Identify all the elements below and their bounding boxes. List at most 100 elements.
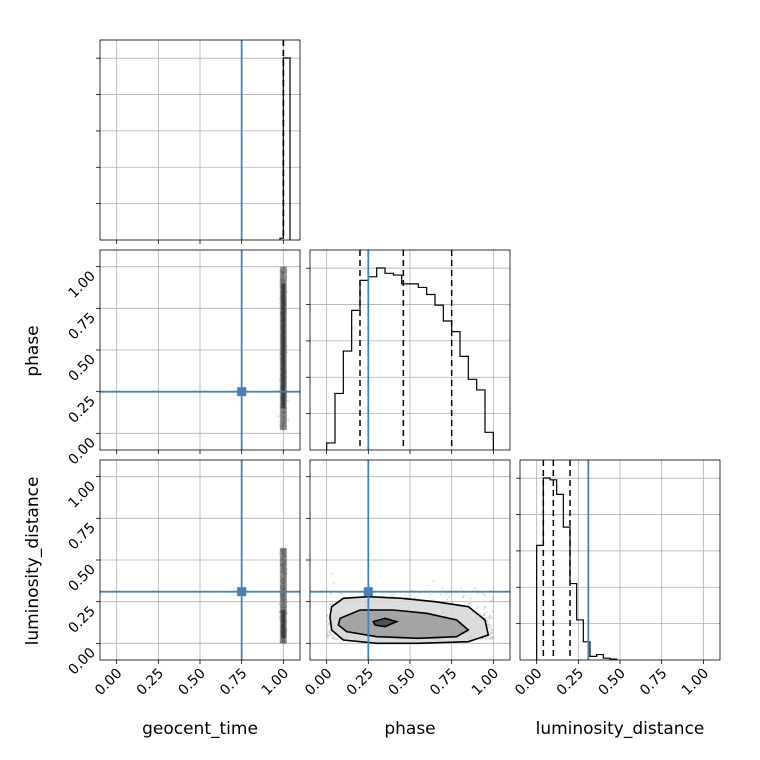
y-tick-label: 0.50 (65, 562, 98, 595)
panel-frame (99, 459, 301, 661)
sample-point (483, 613, 486, 616)
sample-point (491, 610, 494, 613)
sample-point (325, 620, 328, 623)
sample-point (489, 624, 492, 627)
sample-point (491, 599, 494, 602)
scatter-phase-vs-geocent-time-panel (96, 249, 301, 454)
sample-point (441, 586, 444, 589)
sample-point (286, 351, 289, 354)
histogram-geocent_time-steps (279, 57, 291, 240)
sample-point (326, 628, 329, 631)
sample-point (467, 603, 470, 606)
sample-point (489, 600, 492, 603)
sample-point (286, 399, 289, 402)
sample-point (489, 614, 492, 617)
sample-point (330, 592, 333, 595)
sample-point (490, 616, 493, 619)
y-tick-label: 0.75 (65, 520, 98, 553)
x-tick-label: 0.25 (554, 666, 587, 699)
sample-point (328, 622, 331, 625)
truth-marker (237, 387, 247, 397)
density-band-phase_vs_geocent_time (279, 266, 287, 430)
y-tick-label: 0.00 (65, 435, 98, 468)
y-axis-label-luminosity-distance: luminosity_distance (23, 477, 43, 646)
sample-point (462, 595, 465, 598)
histogram-geocent-time-panel (96, 39, 301, 244)
x-tick-label: 1.00 (259, 666, 292, 699)
sample-point (489, 636, 492, 639)
sample-point (483, 614, 486, 617)
sample-point (414, 597, 417, 600)
sample-point (479, 612, 482, 615)
sample-point (389, 594, 392, 597)
sample-point (277, 415, 280, 418)
sample-point (326, 614, 329, 617)
sample-point (439, 593, 442, 596)
x-tick-label: 0.50 (595, 666, 628, 699)
sample-point (404, 594, 407, 597)
sample-point (469, 597, 472, 600)
sample-point (483, 612, 486, 615)
y-tick-label: 0.75 (65, 310, 98, 343)
sample-point (325, 635, 328, 638)
sample-point (488, 618, 491, 621)
x-tick-label: 0.00 (302, 666, 335, 699)
sample-point (468, 602, 471, 605)
sample-point (488, 623, 491, 626)
sample-point (490, 628, 493, 631)
x-tick-label: 0.25 (344, 666, 377, 699)
sample-point (490, 631, 493, 634)
sample-point (325, 627, 328, 630)
panel-frame (99, 249, 301, 451)
sample-point (490, 638, 493, 641)
sample-point (492, 628, 495, 631)
sample-point (326, 630, 329, 633)
histogram-luminosity_distance-steps (536, 477, 618, 660)
sample-point (491, 596, 494, 599)
y-tick-label: 0.25 (65, 393, 98, 426)
sample-point (489, 633, 492, 636)
panel-frame (99, 39, 301, 241)
x-tick-label: 0.75 (217, 666, 250, 699)
y-axis-label-phase: phase (23, 325, 43, 376)
x-axis-label-phase: phase (384, 719, 435, 739)
x-tick-label: 0.50 (385, 666, 418, 699)
contour-level-0 (329, 595, 490, 645)
sample-point (484, 605, 487, 608)
sample-point (329, 633, 332, 636)
contour-level-1 (337, 609, 470, 640)
sample-point (327, 635, 330, 638)
histogram-phase-panel (306, 249, 511, 454)
x-axis-label-geocent-time: geocent_time (142, 719, 258, 739)
x-tick-label: 0.75 (427, 666, 460, 699)
sample-point (491, 631, 494, 634)
x-tick-label: 1.00 (469, 666, 502, 699)
truth-marker (363, 587, 373, 597)
scatter-luminosity-distance-vs-phase-panel (306, 459, 511, 664)
sample-point (445, 592, 448, 595)
sample-point (327, 622, 330, 625)
x-tick-label: 0.00 (512, 666, 545, 699)
sample-point (486, 620, 489, 623)
sample-point (481, 637, 484, 640)
sample-point (327, 617, 330, 620)
sample-point (340, 592, 343, 595)
sample-point (488, 616, 491, 619)
histogram-luminosity-distance-panel (516, 459, 721, 664)
y-tick-label: 1.00 (65, 268, 98, 301)
sample-point (485, 619, 488, 622)
sample-point (426, 584, 429, 587)
sample-point (326, 614, 329, 617)
sample-point (483, 605, 486, 608)
y-tick-label: 0.00 (65, 645, 98, 678)
panel-frame (519, 459, 721, 661)
y-tick-label: 1.00 (65, 478, 98, 511)
sample-point (491, 635, 494, 638)
sample-point (485, 638, 488, 641)
sample-point (448, 596, 451, 599)
contour-level-2 (372, 617, 400, 628)
sample-point (429, 593, 432, 596)
sample-point (326, 624, 329, 627)
sample-point (327, 634, 330, 637)
